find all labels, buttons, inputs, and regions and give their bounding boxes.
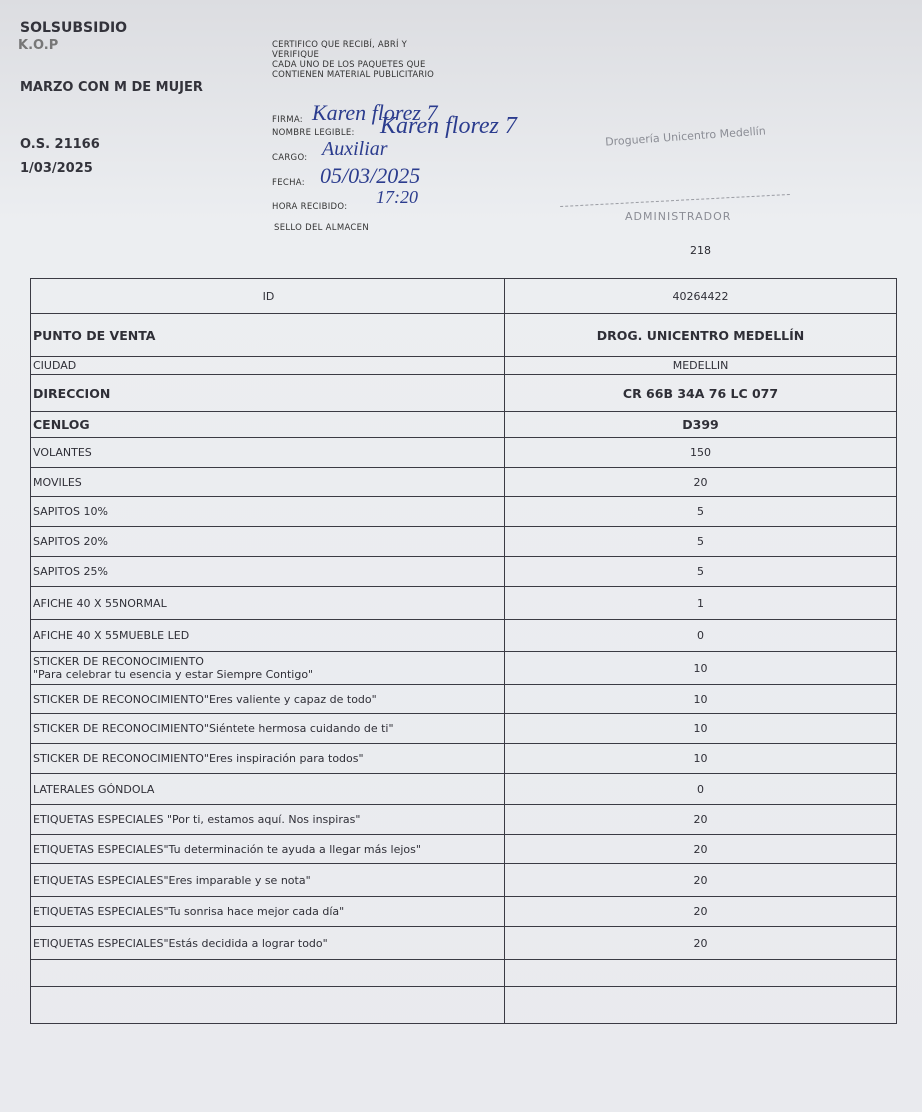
value-cell: 10 xyxy=(693,692,708,706)
value-cell: 0 xyxy=(697,629,704,642)
field-value: Karen florez 7 xyxy=(380,113,517,139)
item-cell: CENLOG xyxy=(31,412,505,437)
value-cell: 1 xyxy=(697,596,704,610)
value-cell: 10 xyxy=(693,722,708,735)
cert-text: CADA UNO DE LOS PAQUETES QUE xyxy=(272,60,426,70)
item-cell: PUNTO DE VENTA xyxy=(31,314,505,356)
value-cell xyxy=(505,987,896,1023)
field-label: NOMBRE LEGIBLE: xyxy=(272,128,355,138)
table-row: SAPITOS 10% 5 xyxy=(31,496,896,526)
value-cell: 10 xyxy=(693,661,708,675)
stamp-line xyxy=(560,193,790,208)
value-cell: 20 xyxy=(693,475,708,489)
value-cell: DROG. UNICENTRO MEDELLÍN xyxy=(596,327,805,343)
table-row: PUNTO DE VENTA DROG. UNICENTRO MEDELLÍN xyxy=(31,313,896,356)
item-cell: SAPITOS 20% xyxy=(31,527,505,556)
item-cell: ETIQUETAS ESPECIALES"Estás decidida a lo… xyxy=(31,927,505,959)
org-name: SOLSUBSIDIO xyxy=(20,20,128,36)
stamp-role: ADMINISTRADOR xyxy=(625,210,732,223)
value-cell: 5 xyxy=(697,505,704,518)
field-label: HORA RECIBIDO: xyxy=(272,202,348,212)
value-cell: 5 xyxy=(697,565,704,578)
item-cell: STICKER DE RECONOCIMIENTO"Eres valiente … xyxy=(31,685,505,713)
table-row: AFICHE 40 X 55NORMAL 1 xyxy=(31,586,896,619)
cert-text: CONTIENEN MATERIAL PUBLICITARIO xyxy=(272,70,435,80)
table-row xyxy=(31,959,896,986)
value-cell: 40264422 xyxy=(672,289,729,303)
table-row: MOVILES 20 xyxy=(31,467,896,496)
value-cell: 20 xyxy=(693,905,708,918)
table-row: VOLANTES 150 xyxy=(31,437,896,467)
value-cell: 5 xyxy=(697,535,704,548)
item-cell xyxy=(31,987,505,1023)
item-cell: ETIQUETAS ESPECIALES"Eres imparable y se… xyxy=(31,864,505,896)
item-cell: DIRECCION xyxy=(31,375,505,411)
item-cell xyxy=(31,960,505,986)
value-cell: 10 xyxy=(693,752,708,765)
item-cell: CIUDAD xyxy=(31,357,505,374)
value-cell: CR 66B 34A 76 LC 077 xyxy=(622,385,779,401)
table-row: STICKER DE RECONOCIMIENTO"Eres inspiraci… xyxy=(31,743,896,773)
item-cell: MOVILES xyxy=(31,468,505,496)
seal-label: SELLO DEL ALMACEN xyxy=(274,223,369,233)
value-cell: 20 xyxy=(693,936,708,950)
value-cell xyxy=(505,960,896,986)
field-label: FIRMA: xyxy=(272,115,303,125)
stamp-name: Droguería Unicentro Medellín xyxy=(604,124,767,149)
table-row: STICKER DE RECONOCIMIENTO"Eres valiente … xyxy=(31,684,896,713)
table-row: STICKER DE RECONOCIMIENTO "Para celebrar… xyxy=(31,651,896,684)
item-cell: AFICHE 40 X 55NORMAL xyxy=(31,587,505,619)
field-label: CARGO: xyxy=(272,153,308,163)
item-cell: STICKER DE RECONOCIMIENTO"Eres inspiraci… xyxy=(31,744,505,773)
field-value: 05/03/2025 xyxy=(320,163,421,188)
field-value: Auxiliar xyxy=(322,138,388,160)
table-row: DIRECCION CR 66B 34A 76 LC 077 xyxy=(31,374,896,411)
field-value: 17:20 xyxy=(376,187,418,207)
field-value: Karen florez 7 xyxy=(312,100,438,125)
table-row: CENLOG D399 xyxy=(31,411,896,437)
item-cell: ETIQUETAS ESPECIALES"Tu sonrisa hace mej… xyxy=(31,897,505,926)
order-number: O.S. 21166 xyxy=(20,137,100,152)
item-cell: ETIQUETAS ESPECIALES "Por ti, estamos aq… xyxy=(31,805,505,834)
value-cell: 20 xyxy=(693,873,708,887)
campaign: MARZO CON M DE MUJER xyxy=(20,80,203,95)
table-row: ETIQUETAS ESPECIALES"Eres imparable y se… xyxy=(31,863,896,896)
value-cell: 0 xyxy=(697,782,704,796)
item-cell: STICKER DE RECONOCIMIENTO"Siéntete hermo… xyxy=(31,714,505,743)
table-row: LATERALES GÓNDOLA 0 xyxy=(31,773,896,804)
item-cell: LATERALES GÓNDOLA xyxy=(31,774,505,804)
value-cell: 20 xyxy=(693,813,708,826)
stamp-number: 218 xyxy=(690,244,711,257)
table-row: STICKER DE RECONOCIMIENTO"Siéntete hermo… xyxy=(31,713,896,743)
table-row: SAPITOS 20% 5 xyxy=(31,526,896,556)
item-cell: STICKER DE RECONOCIMIENTO "Para celebrar… xyxy=(31,652,505,684)
field-label: FECHA: xyxy=(272,178,305,188)
item-cell: SAPITOS 25% xyxy=(31,557,505,586)
item-cell: AFICHE 40 X 55MUEBLE LED xyxy=(31,620,505,651)
table-row: CIUDAD MEDELLIN xyxy=(31,356,896,374)
table-row: AFICHE 40 X 55MUEBLE LED 0 xyxy=(31,619,896,651)
table-row xyxy=(31,986,896,1023)
table-row: ETIQUETAS ESPECIALES"Tu sonrisa hace mej… xyxy=(31,896,896,926)
cert-text: CERTIFICO QUE RECIBÍ, ABRÍ Y xyxy=(272,40,408,50)
cert-text: VERIFIQUE xyxy=(272,50,320,60)
item-cell: ETIQUETAS ESPECIALES"Tu determinación te… xyxy=(31,835,505,863)
value-cell: 20 xyxy=(693,842,708,856)
table-row: SAPITOS 25% 5 xyxy=(31,556,896,586)
value-cell: MEDELLIN xyxy=(672,359,729,372)
table-row: ETIQUETAS ESPECIALES"Estás decidida a lo… xyxy=(31,926,896,959)
value-cell: D399 xyxy=(682,417,719,432)
item-cell: VOLANTES xyxy=(31,438,505,467)
value-cell: 150 xyxy=(690,446,711,459)
item-cell: SAPITOS 10% xyxy=(31,497,505,526)
order-date: 1/03/2025 xyxy=(20,161,93,176)
materials-table: ID 40264422 PUNTO DE VENTA DROG. UNICENTRO … xyxy=(30,278,897,1024)
table-row: ETIQUETAS ESPECIALES"Tu determinación te… xyxy=(31,834,896,863)
item-cell: ID xyxy=(31,279,505,313)
table-row: ETIQUETAS ESPECIALES "Por ti, estamos aq… xyxy=(31,804,896,834)
table-row: ID 40264422 xyxy=(31,279,896,313)
org-code: K.O.P xyxy=(18,38,59,53)
